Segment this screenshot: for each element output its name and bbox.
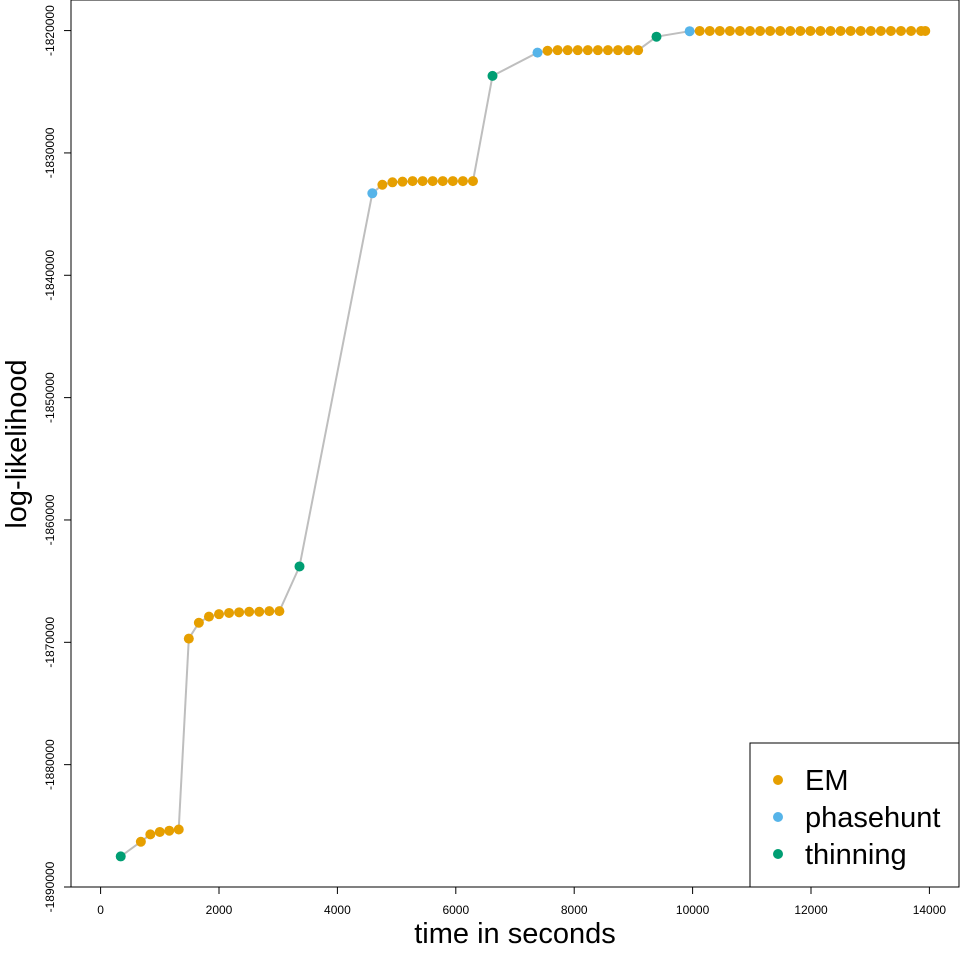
data-point-thinning: [115, 851, 126, 862]
data-point-em: [437, 176, 448, 187]
legend-label-em: EM: [805, 765, 849, 797]
data-point-thinning: [651, 31, 662, 42]
data-point-em: [264, 606, 275, 617]
data-point-em: [183, 633, 194, 644]
data-point-em: [145, 829, 156, 840]
data-point-em: [572, 45, 583, 56]
x-tick-label: 10000: [676, 903, 710, 917]
legend: EM phasehunt thinning: [749, 742, 960, 888]
data-point-em: [906, 25, 917, 36]
x-axis-title: time in seconds: [414, 918, 616, 950]
data-point-em: [193, 617, 204, 628]
y-tick-label: -1820000: [43, 5, 57, 56]
data-point-em: [825, 25, 836, 36]
data-point-phasehunt: [367, 188, 378, 199]
data-point-em: [785, 25, 796, 36]
data-point-em: [203, 611, 214, 622]
data-point-em: [214, 609, 224, 620]
data-point-em: [467, 176, 478, 187]
data-point-em: [765, 25, 776, 36]
data-points: [115, 25, 931, 862]
data-point-em: [855, 25, 866, 36]
data-point-em: [397, 176, 408, 187]
data-point-em: [805, 25, 816, 36]
data-point-em: [704, 25, 715, 36]
data-point-em: [623, 45, 634, 56]
legend-marker-phasehunt: [773, 812, 783, 822]
data-point-em: [865, 25, 876, 36]
x-tick-label: 14000: [913, 903, 947, 917]
x-axis: 0 2000 4000 6000 8000 10000 12000 14000: [97, 886, 947, 917]
data-point-em: [552, 45, 563, 56]
legend-marker-em: [773, 775, 783, 785]
data-point-em: [542, 45, 553, 56]
data-point-em: [775, 25, 786, 36]
x-tick-label: 4000: [324, 903, 351, 917]
data-point-em: [457, 176, 468, 187]
data-point-em: [613, 45, 624, 56]
legend-box: [749, 742, 960, 888]
data-point-em: [377, 179, 388, 190]
x-tick-label: 12000: [794, 903, 828, 917]
data-point-phasehunt: [532, 47, 543, 58]
data-point-em: [895, 25, 906, 36]
data-point-em: [714, 25, 725, 36]
y-axis: -1890000 -1880000 -1870000 -1860000 -1850000…: [43, 5, 72, 912]
x-tick-label: 8000: [561, 903, 588, 917]
y-tick-label: -1830000: [43, 127, 57, 178]
data-point-em: [387, 177, 398, 188]
data-point-em: [254, 606, 265, 617]
data-point-em: [633, 45, 644, 56]
data-point-em: [234, 607, 245, 618]
data-point-em: [427, 176, 438, 187]
legend-marker-thinning: [773, 849, 783, 859]
data-point-em: [795, 25, 806, 36]
data-point-em: [755, 25, 766, 36]
data-point-em: [592, 45, 603, 56]
data-point-em: [173, 824, 184, 835]
data-point-em: [694, 25, 705, 36]
y-tick-label: -1850000: [43, 372, 57, 423]
y-tick-label: -1890000: [43, 861, 57, 912]
data-point-em: [815, 25, 826, 36]
legend-label-phasehunt: phasehunt: [805, 802, 940, 834]
data-point-em: [875, 25, 886, 36]
data-point-em: [274, 606, 285, 617]
legend-label-thinning: thinning: [805, 839, 907, 871]
y-tick-label: -1880000: [43, 739, 57, 790]
data-point-em: [745, 25, 756, 36]
data-point-em: [582, 45, 593, 56]
x-tick-label: 2000: [206, 903, 233, 917]
data-point-em: [135, 836, 146, 847]
data-point-em: [845, 25, 856, 36]
y-tick-label: -1860000: [43, 494, 57, 545]
x-tick-label: 0: [97, 903, 104, 917]
data-point-em: [154, 826, 165, 837]
data-point-em: [734, 25, 745, 36]
data-point-thinning: [294, 561, 305, 572]
data-point-thinning: [487, 70, 498, 81]
likelihood-trace-line: [120, 30, 926, 858]
data-point-em: [407, 176, 418, 187]
data-point-em: [724, 25, 735, 36]
data-point-em: [224, 607, 235, 618]
data-point-em: [447, 176, 458, 187]
data-point-em: [244, 606, 255, 617]
y-tick-label: -1840000: [43, 250, 57, 301]
data-point-em: [885, 25, 896, 36]
y-axis-title: log-likelihood: [1, 359, 33, 528]
data-point-em: [602, 45, 613, 56]
data-point-em: [835, 25, 846, 36]
data-point-em: [920, 25, 931, 36]
data-point-phasehunt: [684, 26, 695, 37]
x-tick-label: 6000: [442, 903, 469, 917]
data-point-em: [164, 825, 175, 836]
y-tick-label: -1870000: [43, 617, 57, 668]
data-point-em: [417, 176, 428, 187]
data-point-em: [562, 45, 573, 56]
